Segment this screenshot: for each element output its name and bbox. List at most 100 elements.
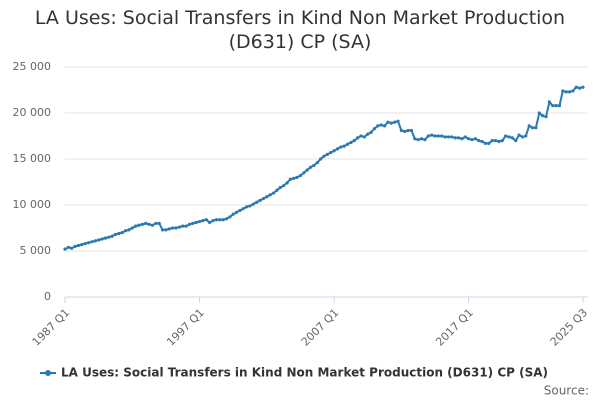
point (564, 90, 568, 94)
point (497, 139, 501, 144)
point (63, 247, 67, 251)
point (372, 127, 377, 131)
point (413, 137, 417, 141)
point (423, 138, 427, 142)
point (211, 219, 215, 223)
point (241, 207, 245, 211)
point (171, 226, 175, 230)
point (487, 141, 491, 145)
point (386, 120, 390, 124)
point (453, 136, 457, 140)
point (100, 237, 104, 241)
point (520, 135, 525, 139)
point (298, 173, 303, 178)
point (154, 221, 158, 225)
point (140, 222, 144, 226)
point (204, 218, 208, 222)
point (184, 224, 188, 228)
point (221, 218, 225, 222)
point (271, 191, 276, 195)
point (433, 134, 437, 138)
point (208, 220, 212, 225)
point (430, 133, 434, 137)
point (144, 221, 148, 225)
chart-title: LA Uses: Social Transfers in Kind Non Ma… (34, 7, 566, 53)
point (389, 121, 393, 125)
point (396, 119, 400, 123)
point (544, 115, 548, 119)
point (123, 229, 128, 233)
point (177, 225, 181, 229)
point (164, 228, 168, 232)
point (120, 231, 124, 235)
point (97, 238, 101, 242)
point (504, 134, 508, 138)
point (103, 236, 107, 240)
point (578, 86, 582, 90)
point (66, 245, 70, 249)
point (419, 137, 424, 141)
point (460, 137, 464, 141)
point (157, 221, 161, 225)
point (547, 100, 551, 104)
point (86, 241, 91, 245)
point (150, 223, 155, 227)
point (80, 242, 84, 247)
point (181, 224, 185, 228)
point (174, 226, 178, 230)
point (285, 181, 289, 185)
y-tick-label: 5 000 (20, 244, 52, 257)
point (160, 228, 165, 232)
point (574, 85, 578, 89)
point (268, 193, 272, 197)
point (507, 135, 511, 139)
point (130, 226, 134, 230)
x-tick-label: 2007 Q1 (299, 306, 342, 349)
point (514, 139, 518, 143)
point (76, 243, 81, 248)
source: Source: (544, 384, 589, 398)
point (325, 152, 329, 156)
point (366, 132, 370, 136)
point (335, 147, 340, 151)
point (295, 175, 299, 179)
point (147, 222, 151, 226)
legend-marker (45, 370, 51, 376)
point (275, 188, 279, 192)
point (251, 202, 255, 206)
point (238, 208, 242, 213)
point (477, 139, 481, 143)
point (527, 124, 531, 128)
point (342, 144, 346, 148)
point (214, 218, 218, 222)
point (167, 227, 171, 231)
point (137, 223, 141, 227)
point (352, 139, 356, 143)
point (261, 196, 266, 201)
x-tick-label: 2017 Q1 (433, 306, 476, 349)
point (187, 222, 192, 226)
point (379, 123, 383, 127)
point (265, 195, 269, 199)
point (93, 239, 97, 243)
point (470, 138, 474, 142)
point (551, 104, 555, 108)
point (90, 240, 94, 244)
point (345, 142, 350, 146)
point (416, 138, 420, 142)
point (107, 235, 111, 239)
point (480, 139, 484, 144)
x-tick-label: 1997 Q1 (164, 306, 207, 349)
point (409, 128, 414, 133)
point (530, 126, 535, 130)
point (305, 168, 309, 172)
point (450, 135, 454, 139)
point (524, 134, 528, 138)
point (534, 126, 538, 130)
point (399, 128, 403, 133)
point (73, 244, 77, 248)
point (362, 135, 366, 139)
point (127, 228, 131, 232)
point (490, 139, 494, 143)
